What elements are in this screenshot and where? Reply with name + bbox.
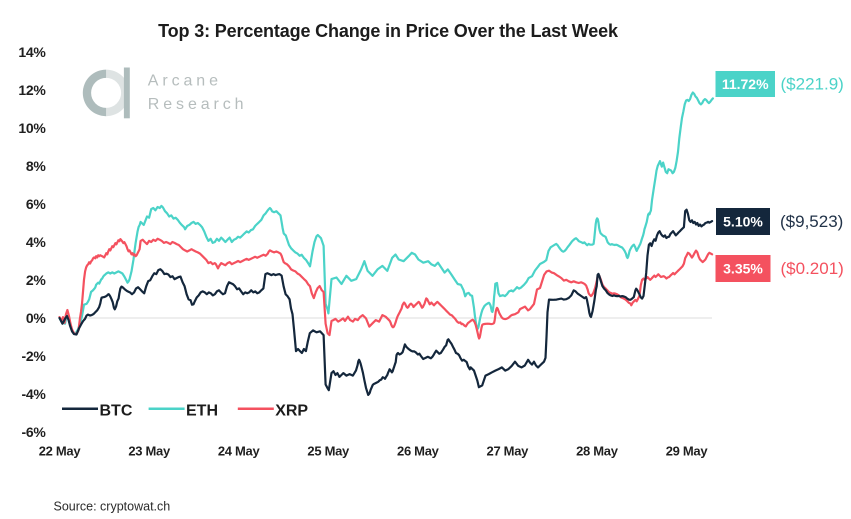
- svg-text:($0.201): ($0.201): [781, 259, 844, 278]
- svg-text:ETH: ETH: [186, 402, 218, 419]
- svg-text:($9,523): ($9,523): [780, 212, 843, 231]
- svg-text:29 May: 29 May: [666, 444, 709, 459]
- svg-text:Source: cryptowat.ch: Source: cryptowat.ch: [54, 500, 171, 514]
- svg-text:-6%: -6%: [22, 424, 47, 440]
- svg-text:25 May: 25 May: [307, 444, 350, 459]
- svg-text:10%: 10%: [18, 120, 46, 136]
- svg-text:3.35%: 3.35%: [723, 261, 763, 277]
- svg-text:14%: 14%: [18, 44, 46, 60]
- svg-text:-4%: -4%: [22, 386, 47, 402]
- svg-text:28 May: 28 May: [576, 444, 619, 459]
- svg-text:4%: 4%: [26, 234, 46, 250]
- svg-text:Arcane: Arcane: [148, 73, 222, 90]
- svg-text:27 May: 27 May: [487, 444, 530, 459]
- svg-text:-2%: -2%: [22, 348, 47, 364]
- svg-text:23 May: 23 May: [128, 444, 171, 459]
- svg-text:26 May: 26 May: [397, 444, 440, 459]
- svg-text:Research: Research: [148, 96, 248, 113]
- svg-text:Top 3: Percentage Change in Pr: Top 3: Percentage Change in Price Over t…: [158, 21, 619, 41]
- svg-text:22 May: 22 May: [39, 444, 82, 459]
- svg-text:5.10%: 5.10%: [723, 214, 763, 230]
- svg-text:11.72%: 11.72%: [722, 76, 769, 92]
- svg-text:0%: 0%: [26, 310, 46, 326]
- svg-text:6%: 6%: [26, 196, 46, 212]
- svg-text:XRP: XRP: [275, 402, 308, 419]
- svg-text:8%: 8%: [26, 158, 46, 174]
- svg-text:($221.9): ($221.9): [781, 75, 844, 94]
- svg-text:24 May: 24 May: [218, 444, 261, 459]
- svg-text:2%: 2%: [26, 272, 46, 288]
- svg-text:12%: 12%: [18, 82, 46, 98]
- svg-text:BTC: BTC: [100, 402, 133, 419]
